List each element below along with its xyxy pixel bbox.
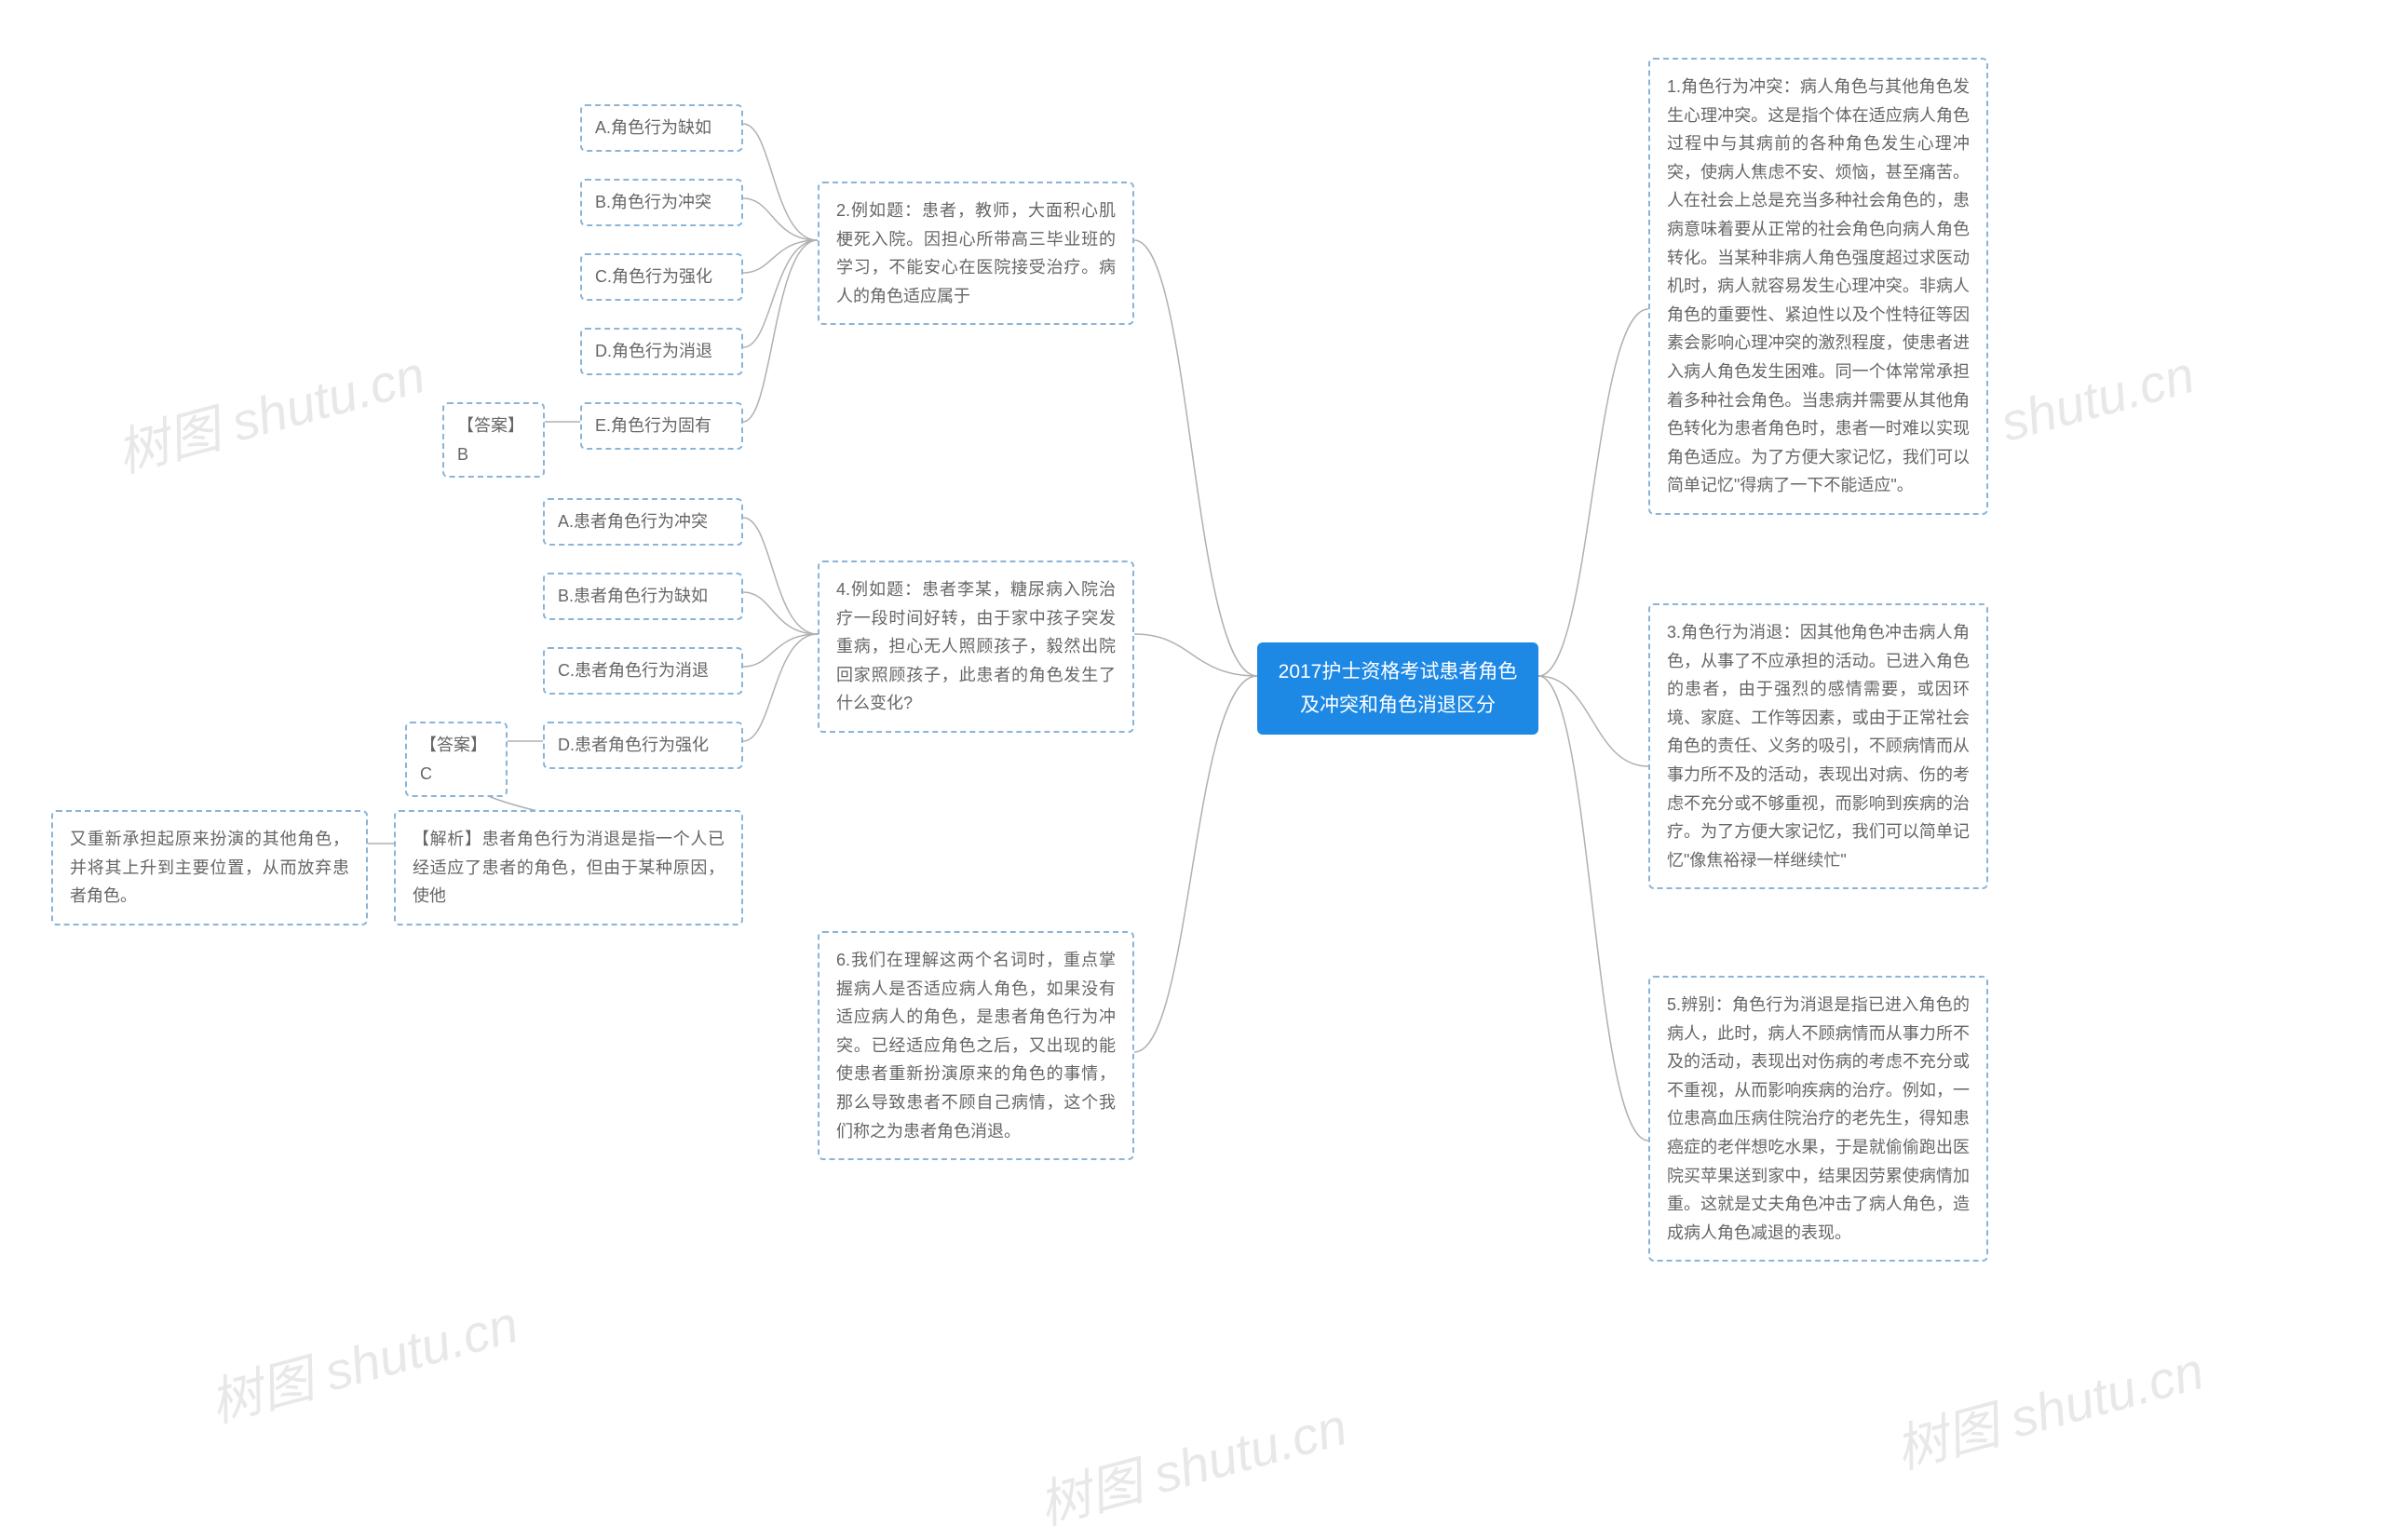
node-1-text: 1.角色行为冲突：病人角色与其他角色发生心理冲突。这是指个体在适应病人角色过程中… xyxy=(1667,77,1970,494)
node-2-opt-e: E.角色行为固有 xyxy=(580,402,743,450)
node-4-opt-b: B.患者角色行为缺如 xyxy=(543,573,743,620)
root-node: 2017护士资格考试患者角色及冲突和角色消退区分 xyxy=(1257,642,1538,735)
node-4-opt-a: A.患者角色行为冲突 xyxy=(543,498,743,546)
node-2-opt-b: B.角色行为冲突 xyxy=(580,179,743,226)
node-6: 6.我们在理解这两个名词时，重点掌握病人是否适应病人角色，如果没有适应病人的角色… xyxy=(818,931,1134,1160)
watermark: 树图 shutu.cn xyxy=(107,332,432,487)
answer-b-text: 【答案】B xyxy=(457,416,524,464)
node-4-answer: 【答案】C xyxy=(405,722,508,797)
answer-c-text: 【答案】C xyxy=(420,736,487,783)
node-2: 2.例如题：患者，教师，大面积心肌梗死入院。因担心所带高三毕业班的学习，不能安心… xyxy=(818,182,1134,325)
node-2-opt-c: C.角色行为强化 xyxy=(580,253,743,301)
node-4-opt-d: D.患者角色行为强化 xyxy=(543,722,743,769)
node-2-opt-d: D.角色行为消退 xyxy=(580,328,743,375)
opt4-a-text: A.患者角色行为冲突 xyxy=(558,512,708,531)
node-5: 5.辨别：角色行为消退是指已进入角色的病人，此时，病人不顾病情而从事力所不及的活… xyxy=(1648,976,1988,1262)
opt-e-text: E.角色行为固有 xyxy=(595,416,711,435)
node-2-opt-a: A.角色行为缺如 xyxy=(580,104,743,152)
watermark: 树图 shutu.cn xyxy=(1029,1385,1354,1539)
node-6-text: 6.我们在理解这两个名词时，重点掌握病人是否适应病人角色，如果没有适应病人的角色… xyxy=(836,951,1116,1141)
connector-lines xyxy=(0,0,2384,1515)
opt4-c-text: C.患者角色行为消退 xyxy=(558,661,709,680)
analysis1-text: 【解析】患者角色行为消退是指一个人已经适应了患者的角色，但由于某种原因，使他 xyxy=(413,830,725,905)
opt-b-text: B.角色行为冲突 xyxy=(595,193,711,211)
watermark: 树图 shutu.cn xyxy=(200,1282,525,1437)
opt-a-text: A.角色行为缺如 xyxy=(595,118,711,137)
opt4-d-text: D.患者角色行为强化 xyxy=(558,736,709,754)
node-5-text: 5.辨别：角色行为消退是指已进入角色的病人，此时，病人不顾病情而从事力所不及的活… xyxy=(1667,995,1970,1242)
node-4-analysis-1: 【解析】患者角色行为消退是指一个人已经适应了患者的角色，但由于某种原因，使他 xyxy=(394,810,743,925)
node-4: 4.例如题：患者李某，糖尿病入院治疗一段时间好转，由于家中孩子突发重病，担心无人… xyxy=(818,561,1134,733)
opt-c-text: C.角色行为强化 xyxy=(595,267,712,286)
opt-d-text: D.角色行为消退 xyxy=(595,342,712,360)
node-1: 1.角色行为冲突：病人角色与其他角色发生心理冲突。这是指个体在适应病人角色过程中… xyxy=(1648,58,1988,515)
node-4-analysis-2: 又重新承担起原来扮演的其他角色，并将其上升到主要位置，从而放弃患者角色。 xyxy=(51,810,368,925)
node-4-text: 4.例如题：患者李某，糖尿病入院治疗一段时间好转，由于家中孩子突发重病，担心无人… xyxy=(836,580,1116,712)
node-2-answer: 【答案】B xyxy=(442,402,545,478)
analysis2-text: 又重新承担起原来扮演的其他角色，并将其上升到主要位置，从而放弃患者角色。 xyxy=(70,830,349,905)
node-3: 3.角色行为消退：因其他角色冲击病人角色，从事了不应承担的活动。已进入角色的患者… xyxy=(1648,603,1988,889)
node-2-text: 2.例如题：患者，教师，大面积心肌梗死入院。因担心所带高三毕业班的学习，不能安心… xyxy=(836,201,1116,305)
watermark: 树图 shutu.cn xyxy=(1886,1329,2211,1483)
node-4-opt-c: C.患者角色行为消退 xyxy=(543,647,743,695)
root-text: 2017护士资格考试患者角色及冲突和角色消退区分 xyxy=(1279,661,1518,716)
opt4-b-text: B.患者角色行为缺如 xyxy=(558,587,708,605)
node-3-text: 3.角色行为消退：因其他角色冲击病人角色，从事了不应承担的活动。已进入角色的患者… xyxy=(1667,623,1970,870)
